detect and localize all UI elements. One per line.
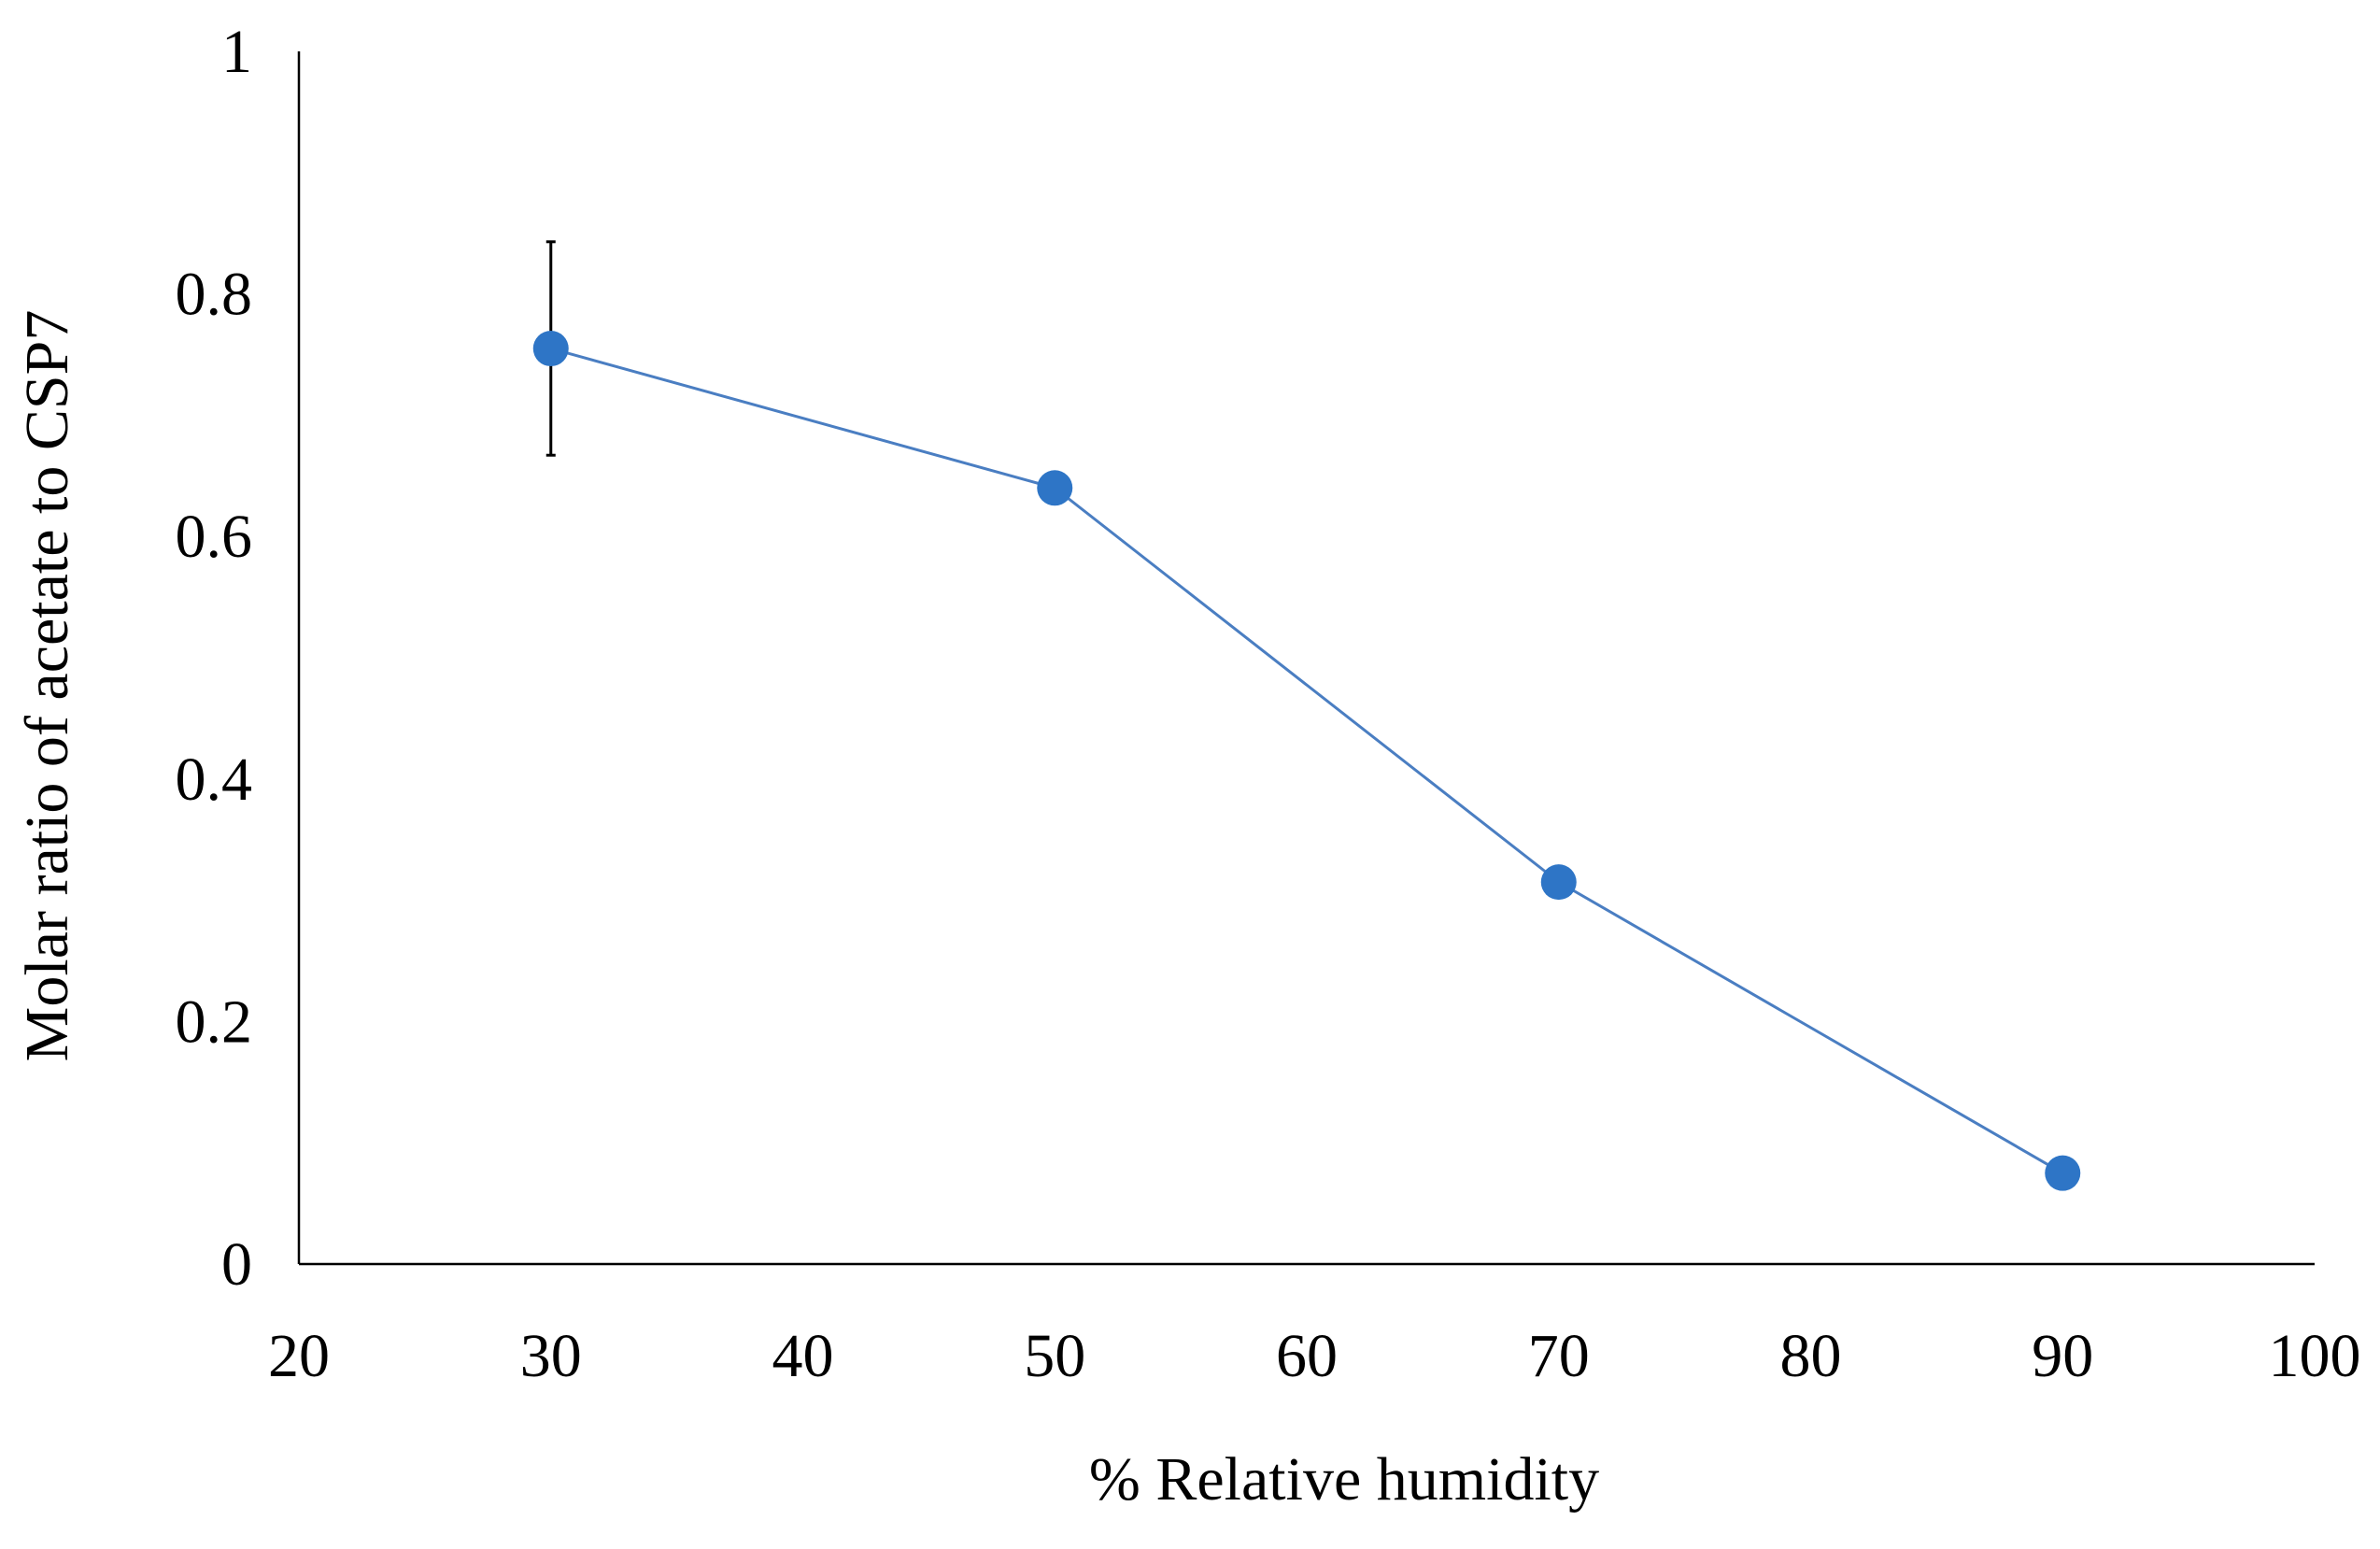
y-tick-label: 0.6 bbox=[176, 503, 253, 571]
x-tick-label: 50 bbox=[1024, 1322, 1085, 1390]
data-point bbox=[1037, 470, 1073, 506]
axes bbox=[297, 51, 2315, 1266]
x-tick-label: 80 bbox=[1780, 1322, 1842, 1390]
x-axis-title: % Relative humidity bbox=[1089, 1445, 1599, 1513]
data-point bbox=[2045, 1155, 2081, 1191]
x-tick-label: 70 bbox=[1528, 1322, 1590, 1390]
data-series bbox=[532, 240, 2081, 1191]
x-tick-label: 20 bbox=[268, 1322, 330, 1390]
series-line bbox=[550, 347, 2064, 1174]
x-tick-label: 60 bbox=[1276, 1322, 1338, 1390]
x-tick-label: 90 bbox=[2032, 1322, 2093, 1390]
y-tick-label: 0.8 bbox=[176, 261, 253, 329]
data-point bbox=[1540, 864, 1577, 901]
y-tick-label: 0.2 bbox=[176, 988, 253, 1056]
tick-labels: 20 30 40 50 60 70 80 90 100 0 0.2 0.4 0.6 0.8 1 bbox=[176, 18, 2361, 1390]
y-tick-label: 0.4 bbox=[176, 746, 253, 814]
x-tick-label: 40 bbox=[772, 1322, 834, 1390]
x-tick-label: 30 bbox=[520, 1322, 582, 1390]
y-axis-title: Molar ratio of acetate to CSP7 bbox=[13, 310, 81, 1062]
y-tick-label: 1 bbox=[221, 18, 252, 86]
x-tick-label: 100 bbox=[2269, 1322, 2361, 1390]
y-tick-label: 0 bbox=[221, 1230, 252, 1299]
data-point bbox=[532, 331, 569, 367]
